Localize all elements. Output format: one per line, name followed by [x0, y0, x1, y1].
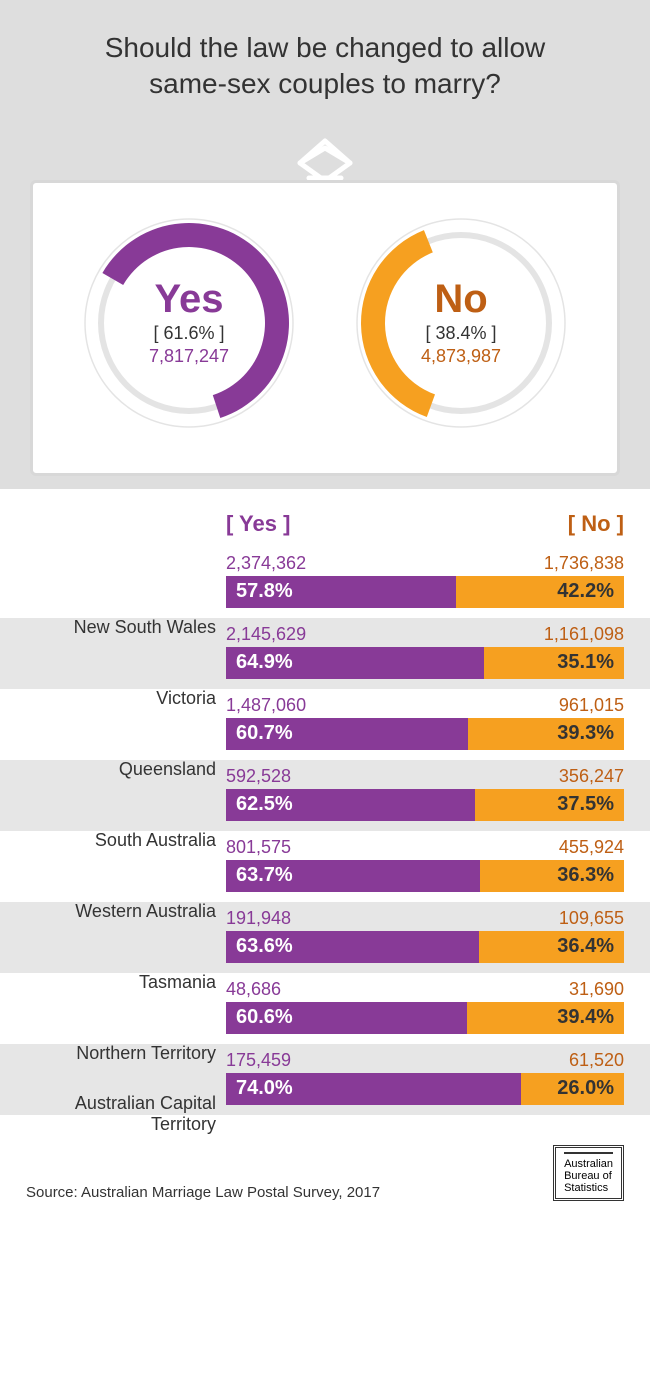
- bar-yes: 57.8%: [226, 576, 456, 608]
- bar-no: 26.0%: [521, 1073, 624, 1105]
- state-no-count: 455,924: [559, 837, 624, 858]
- source-text: Source: Australian Marriage Law Postal S…: [26, 1184, 380, 1201]
- state-no-count: 31,690: [569, 979, 624, 1000]
- state-row: New South Wales 2,374,362 1,736,838 57.8…: [0, 547, 650, 618]
- no-header: [ No ]: [484, 511, 624, 537]
- state-yes-count: 191,948: [226, 908, 291, 929]
- envelope-icon: [20, 123, 630, 183]
- column-headers: [ Yes ] [ No ]: [0, 489, 650, 547]
- yes-header: [ Yes ]: [226, 511, 484, 537]
- bar-yes: 60.6%: [226, 1002, 467, 1034]
- bar-yes: 60.7%: [226, 718, 468, 750]
- donut-no: No [ 38.4% ] 4,873,987: [351, 213, 571, 433]
- donut-yes: Yes [ 61.6% ] 7,817,247: [79, 213, 299, 433]
- yes-label: Yes: [149, 279, 229, 319]
- state-yes-count: 175,459: [226, 1050, 291, 1071]
- yes-count: 7,817,247: [149, 346, 229, 367]
- bar-no: 36.4%: [479, 931, 624, 963]
- state-no-count: 961,015: [559, 695, 624, 716]
- no-percent: [ 38.4% ]: [421, 323, 501, 344]
- bar-yes: 63.7%: [226, 860, 480, 892]
- bar-no: 36.3%: [480, 860, 624, 892]
- bar-no: 35.1%: [484, 647, 624, 679]
- state-no-count: 1,161,098: [544, 624, 624, 645]
- no-count: 4,873,987: [421, 346, 501, 367]
- state-yes-count: 592,528: [226, 766, 291, 787]
- state-name: South Australia: [26, 830, 226, 851]
- bar-yes: 74.0%: [226, 1073, 521, 1105]
- state-name: New South Wales: [26, 617, 226, 638]
- state-name: Western Australia: [26, 901, 226, 922]
- ballot-box: Yes [ 61.6% ] 7,817,247 No [ 38.4% ] 4,8…: [30, 180, 620, 476]
- state-name: Queensland: [26, 759, 226, 780]
- state-yes-count: 801,575: [226, 837, 291, 858]
- abs-logo: Australian Bureau of Statistics: [553, 1145, 624, 1201]
- state-no-count: 109,655: [559, 908, 624, 929]
- logo-line3: Statistics: [564, 1182, 613, 1194]
- logo-line2: Bureau of: [564, 1170, 613, 1182]
- state-name: Tasmania: [26, 972, 226, 993]
- bar-no: 37.5%: [475, 789, 624, 821]
- state-yes-count: 2,145,629: [226, 624, 306, 645]
- state-name: Australian Capital Territory: [26, 1093, 226, 1135]
- no-label: No: [421, 279, 501, 319]
- states-section: [ Yes ] [ No ] New South Wales 2,374,362…: [0, 489, 650, 1115]
- title-line1: Should the law be changed to allow: [105, 32, 546, 63]
- state-no-count: 61,520: [569, 1050, 624, 1071]
- page-title: Should the law be changed to allow same-…: [20, 30, 630, 123]
- state-yes-count: 2,374,362: [226, 553, 306, 574]
- title-line2: same-sex couples to marry?: [149, 68, 501, 99]
- bar-no: 39.3%: [468, 718, 624, 750]
- bar-yes: 64.9%: [226, 647, 484, 679]
- state-no-count: 1,736,838: [544, 553, 624, 574]
- bar-yes: 63.6%: [226, 931, 479, 963]
- state-no-count: 356,247: [559, 766, 624, 787]
- bar-no: 42.2%: [456, 576, 624, 608]
- yes-percent: [ 61.6% ]: [149, 323, 229, 344]
- state-name: Victoria: [26, 688, 226, 709]
- state-yes-count: 48,686: [226, 979, 281, 1000]
- state-name: Northern Territory: [26, 1043, 226, 1064]
- bar-no: 39.4%: [467, 1002, 624, 1034]
- logo-line1: Australian: [564, 1158, 613, 1170]
- bar-yes: 62.5%: [226, 789, 475, 821]
- state-yes-count: 1,487,060: [226, 695, 306, 716]
- header-panel: Should the law be changed to allow same-…: [0, 0, 650, 489]
